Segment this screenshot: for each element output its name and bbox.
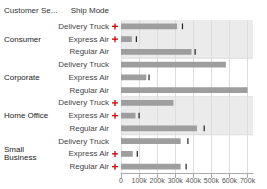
svg-text:600k: 600k [222,177,238,184]
svg-text:Delivery Truck: Delivery Truck [58,98,110,107]
svg-text:Express Air: Express Air [69,149,110,158]
svg-text:300k: 300k [168,177,184,184]
svg-text:0: 0 [119,177,123,184]
svg-text:Regular Air: Regular Air [69,162,109,171]
svg-text:Express Air: Express Air [69,35,110,44]
svg-text:Ship Mode: Ship Mode [71,6,110,15]
svg-text:500k: 500k [204,177,220,184]
svg-text:Regular Air: Regular Air [69,124,109,133]
svg-text:Consumer: Consumer [4,35,41,44]
svg-text:200k: 200k [150,177,166,184]
svg-text:Customer Se...: Customer Se... [4,6,57,15]
svg-text:Business: Business [4,153,36,162]
svg-text:Delivery Truck: Delivery Truck [58,137,110,146]
svg-text:Express Air: Express Air [69,111,110,120]
svg-text:Corporate: Corporate [4,73,40,82]
svg-text:400k: 400k [186,177,202,184]
svg-text:700k: 700k [240,177,256,184]
svg-text:Regular Air: Regular Air [69,47,109,56]
svg-text:Small: Small [4,145,24,155]
svg-text:Delivery Truck: Delivery Truck [58,60,110,69]
svg-text:Express Air: Express Air [69,73,110,82]
svg-text:Regular Air: Regular Air [69,86,109,95]
svg-text:Home Office: Home Office [4,111,49,120]
svg-text:100k: 100k [131,177,147,184]
svg-text:Delivery Truck: Delivery Truck [58,22,110,31]
